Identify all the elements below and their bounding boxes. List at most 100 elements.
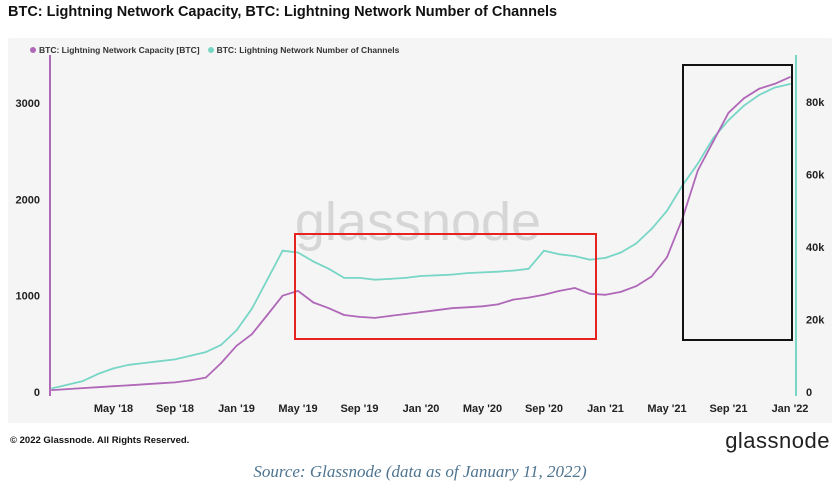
channels-point — [327, 267, 330, 270]
channels-point — [358, 276, 361, 279]
channels-point — [789, 83, 791, 85]
capacity-point — [204, 376, 207, 379]
channels-point — [758, 93, 761, 96]
chart-title: BTC: Lightning Network Capacity, BTC: Li… — [8, 4, 558, 20]
capacity-point — [143, 383, 146, 386]
capacity-point — [189, 379, 192, 382]
channels-point — [281, 249, 284, 252]
capacity-point — [51, 389, 53, 391]
capacity-point — [266, 314, 269, 316]
capacity-point — [727, 111, 730, 114]
channels-point — [250, 307, 253, 310]
y-right-tick-label: 0 — [806, 387, 812, 399]
capacity-point — [158, 382, 161, 385]
capacity-point — [343, 314, 346, 316]
channels-point — [635, 242, 638, 245]
x-tick-label: Sep '19 — [340, 403, 378, 415]
legend-item-capacity[interactable]: BTC: Lightning Network Capacity [BTC] — [30, 45, 200, 55]
channels-point — [496, 270, 499, 273]
channels-point — [66, 383, 69, 386]
capacity-point — [389, 315, 392, 317]
channels-point — [512, 269, 515, 272]
capacity-point — [112, 385, 115, 388]
capacity-point — [220, 362, 223, 365]
capacity-point — [250, 333, 253, 336]
channels-point — [81, 380, 84, 383]
capacity-point — [466, 306, 469, 309]
channels-point — [773, 86, 776, 89]
channels-point — [558, 253, 561, 256]
channels-point — [420, 275, 422, 277]
source-caption: Source: Glassnode (data as of January 11… — [253, 462, 587, 481]
channels-point — [650, 228, 653, 230]
channels-point — [450, 273, 453, 276]
channels-point — [297, 251, 299, 254]
channels-point — [712, 137, 715, 140]
capacity-point — [789, 76, 791, 79]
capacity-point — [435, 309, 438, 312]
highlight-box-black — [682, 64, 793, 341]
legend-label-channels: BTC: Lightning Network Number of Channel… — [216, 45, 400, 55]
capacity-point — [66, 388, 69, 391]
capacity-point — [235, 344, 238, 347]
channels-point — [404, 276, 407, 279]
capacity-point — [604, 293, 607, 296]
capacity-point — [758, 87, 761, 90]
x-tick-label: Sep '18 — [156, 403, 194, 415]
channels-point — [619, 251, 622, 254]
channels-point — [312, 260, 315, 263]
legend-item-channels[interactable]: BTC: Lightning Network Number of Channel… — [207, 45, 400, 55]
x-tick-label: Jan '22 — [772, 403, 809, 415]
capacity-point — [742, 97, 745, 100]
capacity-point — [481, 305, 484, 308]
legend-label-capacity: BTC: Lightning Network Capacity [BTC] — [39, 45, 200, 55]
capacity-point — [527, 296, 530, 299]
highlight-box-red — [294, 233, 597, 340]
channels-point — [51, 387, 53, 390]
channels-point — [589, 258, 592, 261]
channels-point — [435, 274, 438, 277]
channels-point — [604, 257, 607, 259]
channels-point — [696, 162, 699, 165]
channels-point — [158, 360, 161, 363]
channels-point — [189, 354, 192, 357]
chart-panel — [8, 38, 832, 423]
channels-point — [127, 363, 130, 366]
chart-watermark: glassnode — [295, 192, 541, 252]
capacity-point — [712, 140, 715, 143]
y-right-axis-ticks: 0 20k 40k 60k 80k — [806, 97, 825, 399]
capacity-point — [450, 307, 453, 310]
capacity-point — [573, 287, 576, 289]
capacity-point — [543, 293, 545, 296]
y-left-axis-ticks: 0 1000 2000 3000 — [16, 98, 40, 399]
capacity-point — [358, 315, 361, 318]
channels-point — [343, 276, 346, 279]
capacity-point — [558, 290, 561, 292]
capacity-point — [666, 256, 668, 259]
capacity-point — [619, 290, 622, 293]
y-right-tick-label: 60k — [806, 170, 825, 182]
legend-dot-capacity — [30, 47, 36, 53]
channels-point — [174, 358, 176, 361]
capacity-point — [127, 384, 130, 387]
y-left-tick-label: 2000 — [16, 194, 40, 206]
y-right-tick-label: 80k — [806, 97, 825, 109]
channels-point — [573, 255, 576, 258]
channels-point — [389, 278, 392, 280]
y-left-tick-label: 0 — [34, 387, 40, 399]
channels-point — [235, 329, 238, 332]
copyright-text: © 2022 Glassnode. All Rights Reserved. — [10, 435, 190, 446]
legend-dot-channels — [207, 47, 214, 53]
capacity-point — [696, 169, 699, 172]
channels-point — [727, 119, 730, 122]
capacity-point — [312, 301, 315, 304]
x-tick-label: May '19 — [278, 403, 317, 415]
x-axis-ticks: May '18 Sep '18 Jan '19 May '19 Sep '19 Jan '… — [94, 403, 809, 415]
channels-point — [266, 278, 269, 281]
x-tick-label: Sep '21 — [709, 403, 747, 415]
chart-legend: BTC: Lightning Network Capacity [BTC] BT… — [30, 45, 399, 55]
channels-point — [481, 271, 484, 274]
glassnode-logo[interactable]: glassnode — [725, 428, 830, 453]
series-points-capacity — [51, 76, 791, 391]
